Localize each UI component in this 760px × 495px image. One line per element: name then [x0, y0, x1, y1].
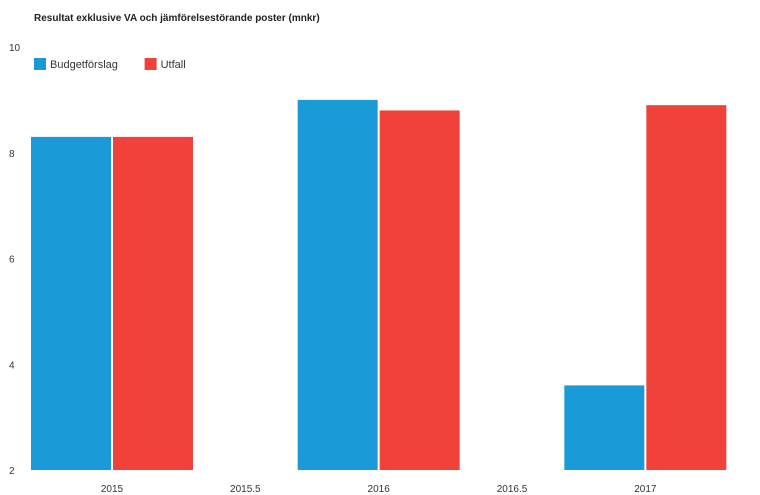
bar-utfall-2015: [113, 136, 193, 470]
bar-utfall-2017: [646, 105, 727, 470]
legend-swatch: [144, 58, 157, 70]
y-tick-label: 4: [9, 360, 15, 371]
bar-budgetförslag-2015: [31, 136, 111, 470]
x-tick-label: 2015.5: [230, 484, 261, 495]
y-tick-label: 2: [9, 466, 15, 477]
legend-swatch: [34, 58, 46, 70]
bar-utfall-2016: [379, 110, 460, 470]
y-tick-label: 8: [9, 149, 15, 160]
x-axis: 2015 2015.5 2016 2016.5 2017: [101, 484, 657, 495]
legend: Budgetförslag Utfall: [34, 58, 186, 71]
y-tick-label: 10: [9, 43, 21, 54]
y-tick-label: 6: [9, 255, 15, 266]
legend-label: Budgetförslag: [50, 59, 118, 71]
x-tick-label: 2016.5: [497, 484, 528, 495]
plot-area: [31, 99, 727, 470]
bar-budgetförslag-2017: [564, 385, 645, 470]
x-tick-label: 2015: [101, 484, 124, 495]
x-tick-label: 2016: [368, 484, 391, 495]
chart-title: Resultat exklusive VA och jämförelsestör…: [34, 13, 320, 24]
y-axis: 2 4 6 8 10: [9, 43, 21, 477]
x-tick-label: 2017: [634, 484, 657, 495]
legend-label: Utfall: [161, 59, 186, 71]
bar-budgetförslag-2016: [297, 99, 378, 470]
